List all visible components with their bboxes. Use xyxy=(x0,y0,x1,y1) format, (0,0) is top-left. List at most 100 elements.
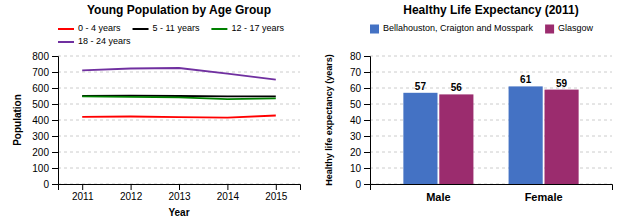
tick-label: 2012 xyxy=(120,191,143,202)
tick: 0 xyxy=(43,179,58,190)
tick-label: 40 xyxy=(350,115,362,126)
tick-label: 2011 xyxy=(72,191,94,202)
tick-mark xyxy=(364,72,370,73)
tick: 2013 xyxy=(168,184,191,202)
panel: Healthy Life Expectancy (2011)57615659Ma… xyxy=(324,3,612,203)
tick-mark xyxy=(131,184,132,190)
legend-item: 5 - 11 years xyxy=(133,23,200,33)
grid-line xyxy=(370,72,612,73)
tick: 300 xyxy=(32,131,58,142)
legend-label: 0 - 4 years xyxy=(78,23,121,33)
y-axis-title: Population xyxy=(12,94,23,146)
tick-mark xyxy=(52,168,58,169)
tick-mark xyxy=(364,56,370,57)
tick-label: 600 xyxy=(32,83,49,94)
x-axis-title: Year xyxy=(168,207,189,218)
axis-line xyxy=(364,57,371,185)
legend-label: 5 - 11 years xyxy=(153,23,200,33)
tick-label: 2014 xyxy=(217,191,240,202)
legend-swatch xyxy=(545,25,554,34)
tick: 80 xyxy=(350,51,370,62)
tick-mark xyxy=(52,56,58,57)
tick-mark xyxy=(52,152,58,153)
tick-label: 500 xyxy=(32,99,49,110)
tick-mark xyxy=(364,120,370,121)
axis-line xyxy=(52,57,59,185)
panel: Young Population by Age Group20112012201… xyxy=(12,3,301,218)
tick-mark xyxy=(52,120,58,121)
bar xyxy=(439,94,473,184)
tick-label: 400 xyxy=(32,115,49,126)
legend-label: Glasgow xyxy=(558,23,594,33)
axis-line xyxy=(371,185,613,191)
y-axis: 0 100 200 300 400 500 600 700 800 xyxy=(32,51,58,190)
line xyxy=(82,96,276,99)
bar xyxy=(403,93,437,184)
tick-label: 700 xyxy=(32,67,49,78)
grid-line xyxy=(58,72,300,73)
tick: 600 xyxy=(32,83,58,94)
grid-line xyxy=(58,88,300,89)
tick-label: 80 xyxy=(350,51,362,62)
tick: 50 xyxy=(350,99,370,110)
tick-label: 2015 xyxy=(265,191,288,202)
legend-swatch xyxy=(370,25,379,34)
tick-mark xyxy=(364,104,370,105)
tick: 2011 xyxy=(72,184,94,202)
legend-swatch xyxy=(58,41,74,43)
legend-item: 18 - 24 years xyxy=(58,36,131,46)
tick-label: 50 xyxy=(350,99,362,110)
data-label: 57 xyxy=(415,81,427,92)
tick-label: 0 xyxy=(355,179,361,190)
tick-mark xyxy=(364,184,370,185)
tick: 60 xyxy=(350,83,370,94)
tick-mark xyxy=(179,184,180,190)
tick-mark xyxy=(364,88,370,89)
legend-swatch xyxy=(58,28,74,30)
tick-mark xyxy=(364,136,370,137)
line xyxy=(82,116,276,118)
tick-mark xyxy=(276,184,277,190)
legend: Bellahouston, Craigton and Mosspark Glasg… xyxy=(370,23,594,33)
tick-mark xyxy=(52,184,58,185)
tick-label: 0 xyxy=(43,179,49,190)
tick: 500 xyxy=(32,99,58,110)
grid-line xyxy=(370,56,612,57)
grid-line xyxy=(58,168,300,169)
y-axis-title: Healthy life expectancy (years) xyxy=(324,54,334,186)
grid-line xyxy=(58,136,300,137)
tick: Female xyxy=(525,191,563,203)
legend-item: Glasgow xyxy=(545,23,594,33)
tick-mark xyxy=(364,152,370,153)
tick-label: 200 xyxy=(32,147,49,158)
legend-swatch xyxy=(133,28,149,30)
tick: 100 xyxy=(32,163,58,174)
tick: 40 xyxy=(350,115,370,126)
line xyxy=(82,68,276,80)
tick-label: 70 xyxy=(350,67,362,78)
tick-mark xyxy=(52,104,58,105)
tick-label: 60 xyxy=(350,83,362,94)
grid-line xyxy=(58,120,300,121)
x-axis: Male Female xyxy=(371,185,613,203)
legend-label: 12 - 17 years xyxy=(231,23,284,33)
tick: 200 xyxy=(32,147,58,158)
tick: 70 xyxy=(350,67,370,78)
tick: 700 xyxy=(32,67,58,78)
tick: 20 xyxy=(350,147,370,158)
legend: 0 - 4 years 5 - 11 years 12 - 17 years 18 -… xyxy=(58,23,284,46)
data-label: 59 xyxy=(556,78,568,89)
grid-line xyxy=(58,152,300,153)
tick: 10 xyxy=(350,163,370,174)
chart-container: Young Population by Age Group20112012201… xyxy=(0,0,624,224)
tick-mark xyxy=(52,72,58,73)
grid xyxy=(58,56,300,184)
tick-label: Male xyxy=(426,191,450,203)
tick-mark xyxy=(82,184,83,190)
legend-label: Bellahouston, Craigton and Mosspark xyxy=(383,23,534,33)
y-axis: 0 10 20 30 40 50 60 70 80 xyxy=(350,51,371,190)
tick: Male xyxy=(426,191,450,203)
figure: Young Population by Age Group20112012201… xyxy=(0,0,624,224)
tick: 800 xyxy=(32,51,58,62)
tick: 30 xyxy=(350,131,370,142)
